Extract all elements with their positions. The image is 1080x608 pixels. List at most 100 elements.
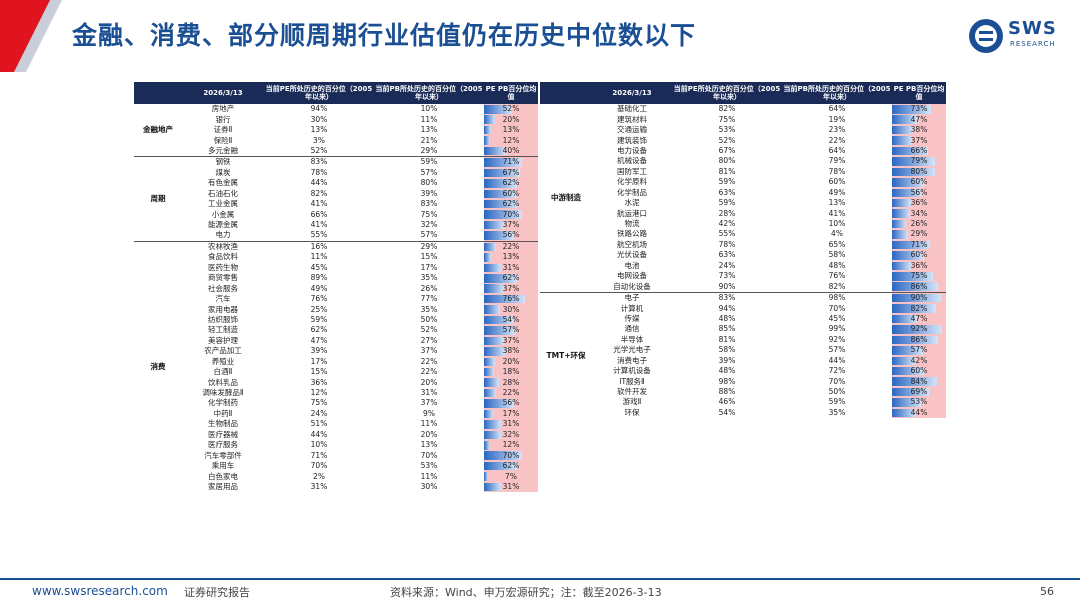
avg-percentile-value: 18% bbox=[502, 367, 520, 377]
pb-percentile: 37% bbox=[420, 346, 438, 356]
pb-percentile: 22% bbox=[420, 367, 438, 377]
avg-percentile-bar bbox=[484, 242, 496, 252]
pb-percentile: 99% bbox=[828, 324, 846, 334]
sws-logo: SWS RESEARCH bbox=[968, 18, 1064, 60]
avg-percentile-bar bbox=[892, 251, 925, 260]
table-row: 电力 55% 57% 56% bbox=[134, 230, 538, 242]
table-row: 白酒Ⅱ 15% 22% 18% bbox=[134, 366, 538, 378]
avg-percentile-cell: 44% bbox=[892, 407, 946, 419]
table-row: 软件开发 88% 50% 69% bbox=[540, 386, 946, 398]
avg-percentile-bar bbox=[892, 398, 921, 407]
table-header-blank bbox=[134, 82, 182, 104]
avg-percentile-cell: 57% bbox=[484, 325, 538, 336]
pb-percentile: 57% bbox=[828, 345, 846, 355]
avg-percentile-value: 47% bbox=[910, 114, 928, 124]
pe-percentile: 45% bbox=[310, 262, 328, 272]
footer-source: 资料来源：Wind、申万宏源研究；注：截至2026-3-13 bbox=[390, 586, 662, 599]
avg-percentile-bar bbox=[484, 115, 495, 124]
industry-name: 食品饮料 bbox=[208, 252, 238, 262]
industry-name: 医药生物 bbox=[208, 262, 238, 272]
industry-name: 自动化设备 bbox=[613, 281, 651, 291]
avg-percentile-value: 36% bbox=[910, 198, 928, 208]
table-row: 保险Ⅱ 3% 21% 12% bbox=[134, 135, 538, 146]
avg-percentile-cell: 38% bbox=[892, 124, 946, 136]
pe-percentile: 36% bbox=[310, 377, 328, 387]
avg-percentile-bar bbox=[892, 240, 931, 250]
industry-name: 医疗服务 bbox=[208, 440, 238, 450]
avg-percentile-cell: 7% bbox=[484, 471, 538, 482]
avg-percentile-value: 82% bbox=[910, 303, 928, 313]
avg-percentile-value: 37% bbox=[502, 220, 520, 230]
industry-name: 物流 bbox=[624, 219, 640, 229]
avg-percentile-bar bbox=[892, 219, 907, 229]
industry-name: 小金属 bbox=[211, 209, 235, 219]
avg-percentile-value: 37% bbox=[502, 335, 520, 345]
avg-percentile-value: 90% bbox=[910, 293, 928, 303]
industry-name: 养殖业 bbox=[211, 356, 235, 366]
table-row: 社会服务 49% 26% 37% bbox=[134, 283, 538, 294]
pb-percentile: 92% bbox=[828, 334, 846, 344]
pe-percentile: 94% bbox=[718, 303, 736, 313]
avg-percentile-bar bbox=[484, 305, 501, 314]
avg-percentile-bar bbox=[892, 146, 928, 156]
avg-percentile-cell: 60% bbox=[892, 365, 946, 377]
avg-percentile-bar bbox=[892, 178, 925, 187]
table-header-blank bbox=[540, 82, 592, 104]
avg-percentile-cell: 66% bbox=[892, 145, 946, 157]
industry-name: 农产品加工 bbox=[204, 346, 242, 356]
avg-percentile-bar bbox=[892, 346, 923, 355]
table-row: 电池 24% 48% 36% bbox=[540, 260, 946, 271]
table-header-pb: 当前PB所处历史的百分位（2005年以来） bbox=[782, 82, 892, 104]
industry-name: 农林牧渔 bbox=[182, 240, 264, 253]
avg-percentile-bar bbox=[484, 146, 506, 156]
avg-percentile-cell: 71% bbox=[892, 239, 946, 251]
pb-percentile: 50% bbox=[420, 314, 438, 324]
pe-percentile: 58% bbox=[718, 345, 736, 355]
industry-name: 商贸零售 bbox=[208, 273, 238, 283]
avg-percentile-cell: 62% bbox=[484, 273, 538, 284]
avg-percentile-bar bbox=[484, 451, 522, 460]
avg-percentile-value: 75% bbox=[910, 271, 928, 281]
table-row: 自动化设备 90% 82% 86% bbox=[540, 281, 946, 293]
pe-percentile: 71% bbox=[310, 450, 328, 460]
avg-percentile-cell: 54% bbox=[484, 314, 538, 326]
pb-percentile: 27% bbox=[420, 335, 438, 345]
avg-percentile-bar bbox=[484, 253, 492, 262]
table-row: 光伏设备 63% 58% 60% bbox=[540, 250, 946, 261]
pb-percentile: 11% bbox=[420, 114, 438, 124]
industry-name: 家用电器 bbox=[208, 304, 238, 314]
table-row: 化学制药 75% 37% 56% bbox=[134, 398, 538, 409]
pe-percentile: 81% bbox=[718, 166, 736, 176]
industry-name: 化学制品 bbox=[617, 187, 647, 197]
industry-name: 石油石化 bbox=[208, 188, 238, 198]
industry-name: 计算机设备 bbox=[613, 366, 651, 376]
table-row: TMT+环保 电子 83% 98% 90% bbox=[540, 291, 946, 419]
pe-percentile: 54% bbox=[718, 407, 736, 417]
industry-name: 乘用车 bbox=[211, 461, 235, 471]
avg-percentile-value: 31% bbox=[502, 419, 520, 429]
avg-percentile-cell: 36% bbox=[892, 197, 946, 209]
avg-percentile-cell: 73% bbox=[892, 104, 946, 115]
industry-name: 国防军工 bbox=[617, 166, 647, 176]
avg-percentile-bar bbox=[484, 399, 515, 408]
pb-percentile: 82% bbox=[828, 281, 846, 291]
table-row: 传媒 48% 45% 47% bbox=[540, 313, 946, 325]
table-row: 建筑装饰 52% 22% 37% bbox=[540, 135, 946, 146]
industry-name: 环保 bbox=[624, 407, 640, 417]
avg-percentile-bar bbox=[484, 441, 491, 450]
industry-name: 汽车 bbox=[215, 294, 231, 304]
table-header-avg: PE PB百分位均值 bbox=[892, 82, 946, 104]
avg-percentile-bar bbox=[484, 472, 488, 481]
pe-percentile: 31% bbox=[310, 481, 328, 491]
avg-percentile-value: 57% bbox=[910, 345, 928, 355]
avg-percentile-bar bbox=[484, 284, 504, 293]
pe-percentile: 63% bbox=[718, 187, 736, 197]
avg-percentile-cell: 69% bbox=[892, 386, 946, 398]
table-row: 航运港口 28% 41% 34% bbox=[540, 208, 946, 219]
avg-percentile-bar bbox=[484, 168, 521, 178]
pe-percentile: 24% bbox=[310, 408, 328, 418]
pe-percentile: 75% bbox=[310, 398, 328, 408]
avg-percentile-bar bbox=[484, 347, 505, 356]
pe-percentile: 83% bbox=[672, 291, 782, 304]
footer-url-link[interactable]: www.swsresearch.com bbox=[32, 584, 168, 598]
